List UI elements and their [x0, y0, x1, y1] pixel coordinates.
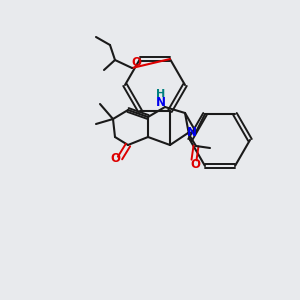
Text: O: O	[110, 152, 120, 166]
Text: N: N	[156, 95, 166, 109]
Text: N: N	[187, 125, 197, 139]
Text: O: O	[131, 56, 141, 70]
Text: H: H	[156, 89, 166, 99]
Text: O: O	[190, 158, 200, 172]
